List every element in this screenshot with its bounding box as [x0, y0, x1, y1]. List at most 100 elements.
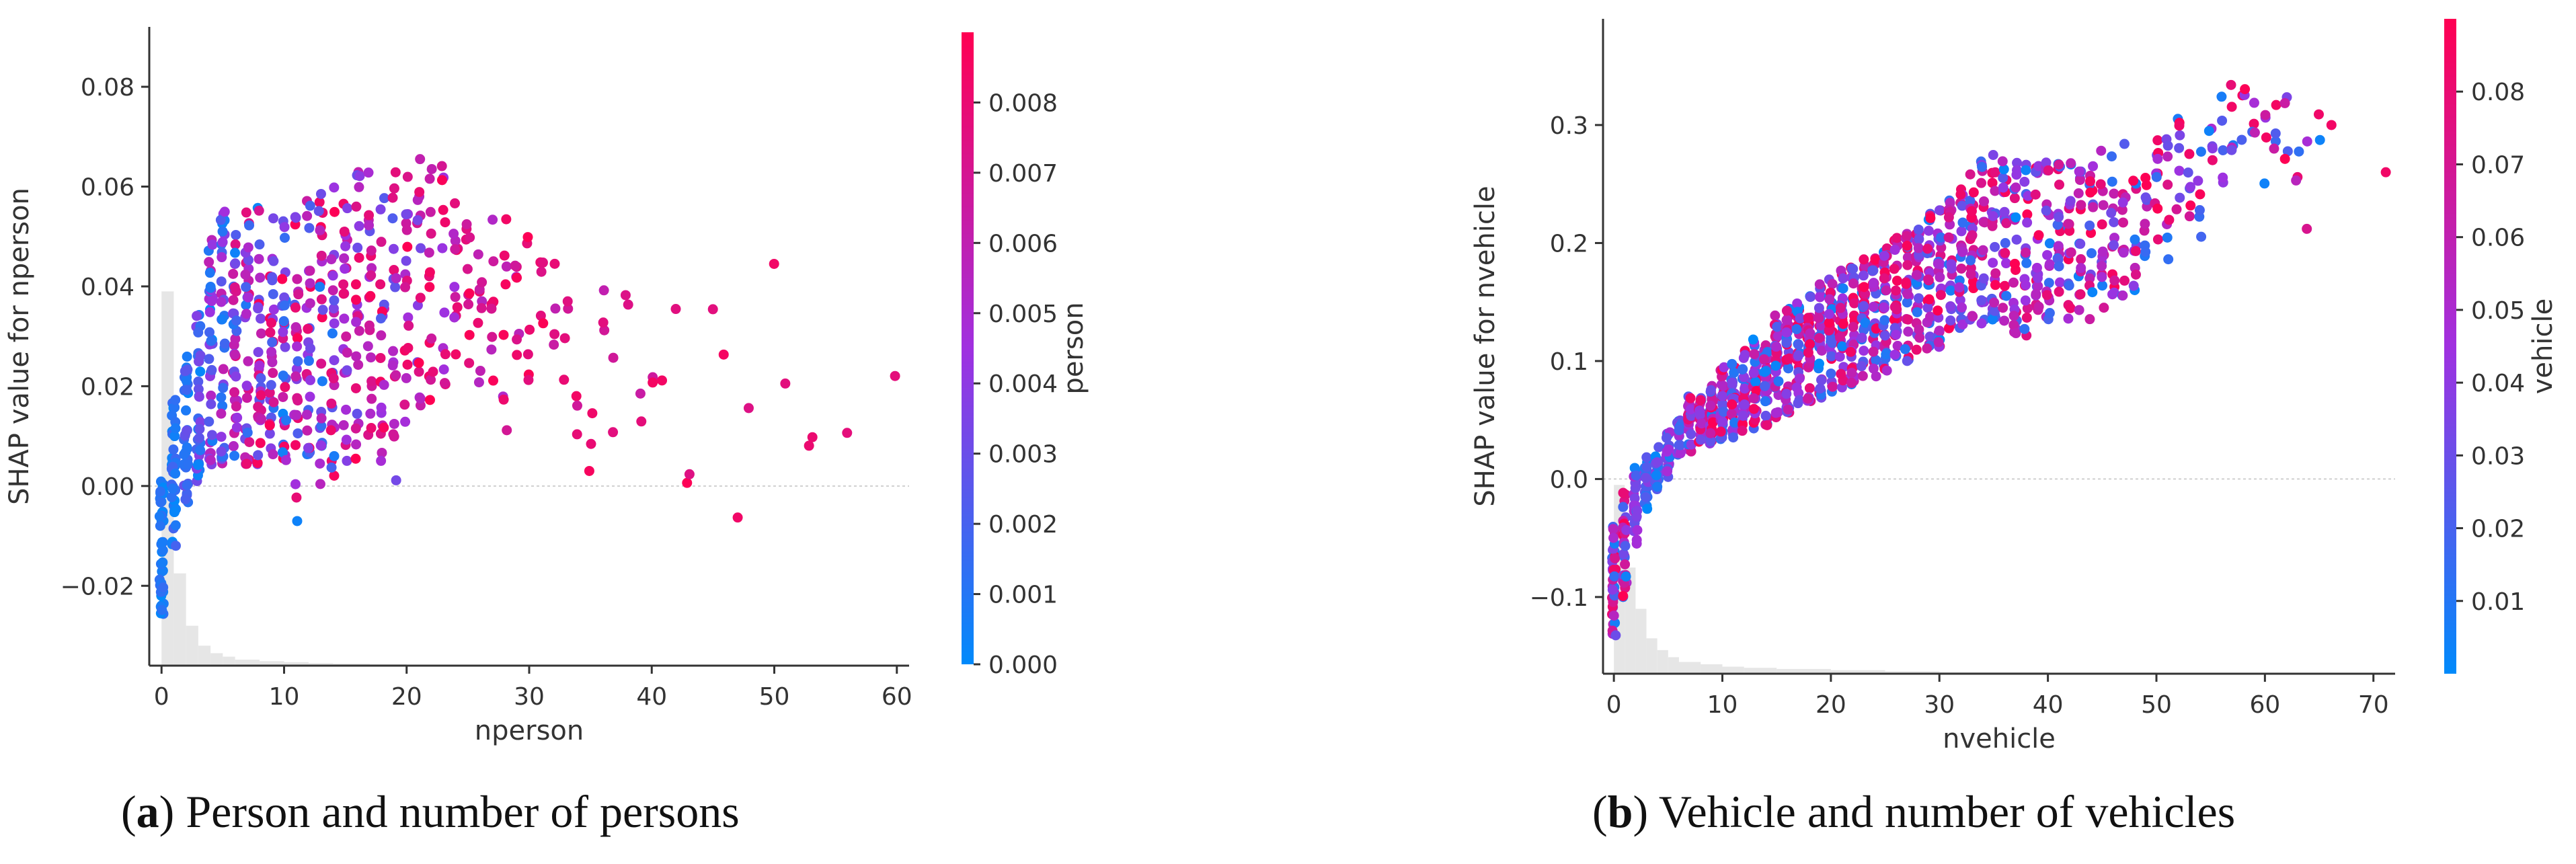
- data-point: [315, 458, 325, 469]
- data-point: [2065, 196, 2076, 206]
- data-point: [1943, 212, 1954, 223]
- data-point: [351, 294, 362, 305]
- data-point: [1911, 270, 1922, 280]
- data-point: [2314, 134, 2325, 145]
- data-point: [350, 453, 361, 464]
- data-point: [366, 423, 377, 434]
- data-point: [206, 399, 217, 409]
- data-point: [608, 352, 619, 363]
- data-point: [1957, 247, 1967, 258]
- data-point: [707, 304, 718, 315]
- data-point: [450, 198, 461, 208]
- data-point: [498, 329, 509, 340]
- data-point: [365, 408, 376, 419]
- data-point: [572, 400, 582, 411]
- caption-a-text: Person and number of persons: [174, 786, 740, 837]
- data-point: [204, 327, 215, 338]
- data-point: [228, 294, 239, 305]
- histogram-bar: [260, 661, 284, 666]
- data-point: [2184, 149, 2195, 159]
- data-point: [241, 309, 251, 319]
- data-point: [2117, 204, 2128, 215]
- data-point: [2185, 200, 2196, 211]
- data-point: [2185, 182, 2196, 192]
- data-point: [401, 372, 412, 383]
- data-point: [317, 376, 327, 387]
- data-point: [1900, 344, 1910, 354]
- data-point: [2096, 145, 2107, 156]
- data-point: [1772, 321, 1783, 332]
- x-tick-label: 10: [269, 683, 300, 711]
- data-point: [450, 244, 461, 255]
- data-point: [256, 372, 266, 383]
- data-point: [391, 370, 401, 381]
- data-point: [2065, 303, 2076, 313]
- x-axis-label: nperson: [475, 715, 584, 746]
- y-tick-label: −0.1: [1530, 584, 1588, 612]
- data-point: [2164, 214, 2175, 225]
- colorbar-gradient: [2444, 19, 2456, 674]
- data-point: [338, 288, 349, 299]
- data-point: [365, 290, 376, 301]
- data-point: [1979, 217, 1990, 228]
- data-point: [1977, 161, 1988, 172]
- data-point: [1976, 295, 1987, 306]
- data-point: [376, 455, 387, 466]
- data-point: [1748, 393, 1759, 403]
- data-point: [1607, 584, 1618, 595]
- data-point: [1935, 205, 1945, 216]
- data-point: [512, 334, 522, 345]
- data-point: [1868, 265, 1879, 276]
- data-point: [1902, 288, 1913, 299]
- data-point: [1967, 311, 1978, 322]
- y-tick-label: 0.06: [81, 174, 134, 202]
- data-point: [1621, 524, 1632, 535]
- data-point: [437, 243, 448, 253]
- colorbar-tick-label: 0.06: [2471, 225, 2525, 252]
- data-point: [390, 282, 401, 292]
- data-point: [158, 582, 169, 593]
- data-point: [1728, 432, 1739, 443]
- data-point: [426, 228, 436, 239]
- data-point: [1857, 332, 1867, 343]
- data-point: [216, 408, 227, 419]
- data-point: [364, 210, 375, 221]
- data-point: [2140, 192, 2151, 203]
- data-point: [351, 439, 362, 450]
- data-point: [253, 205, 264, 216]
- data-point: [2216, 91, 2227, 102]
- data-point: [266, 346, 277, 357]
- data-point: [1891, 276, 1902, 286]
- data-point: [2033, 161, 2044, 171]
- data-point: [2240, 84, 2251, 95]
- data-point: [402, 241, 413, 252]
- data-point: [252, 458, 263, 469]
- data-point: [366, 376, 377, 387]
- data-point: [426, 375, 436, 385]
- data-point: [329, 471, 340, 481]
- data-point: [1868, 346, 1879, 357]
- data-point: [1609, 571, 1620, 582]
- data-point: [1998, 164, 2009, 175]
- data-point: [450, 292, 461, 303]
- data-point: [1976, 318, 1987, 329]
- data-point: [522, 232, 533, 243]
- data-point: [1805, 328, 1816, 339]
- data-point: [1640, 492, 1651, 502]
- data-point: [1902, 241, 1912, 251]
- data-point: [403, 312, 414, 323]
- data-point: [1824, 309, 1834, 319]
- data-point: [1781, 338, 1792, 348]
- data-point: [315, 282, 325, 292]
- data-point: [315, 440, 326, 450]
- data-point: [1816, 345, 1827, 356]
- data-point: [1857, 370, 1868, 381]
- data-point: [414, 187, 425, 198]
- data-point: [2011, 182, 2021, 193]
- data-point: [2249, 97, 2259, 108]
- data-point: [305, 200, 315, 211]
- data-point: [415, 292, 426, 303]
- data-point: [1717, 391, 1728, 401]
- data-point: [2076, 254, 2086, 265]
- data-point: [206, 364, 217, 375]
